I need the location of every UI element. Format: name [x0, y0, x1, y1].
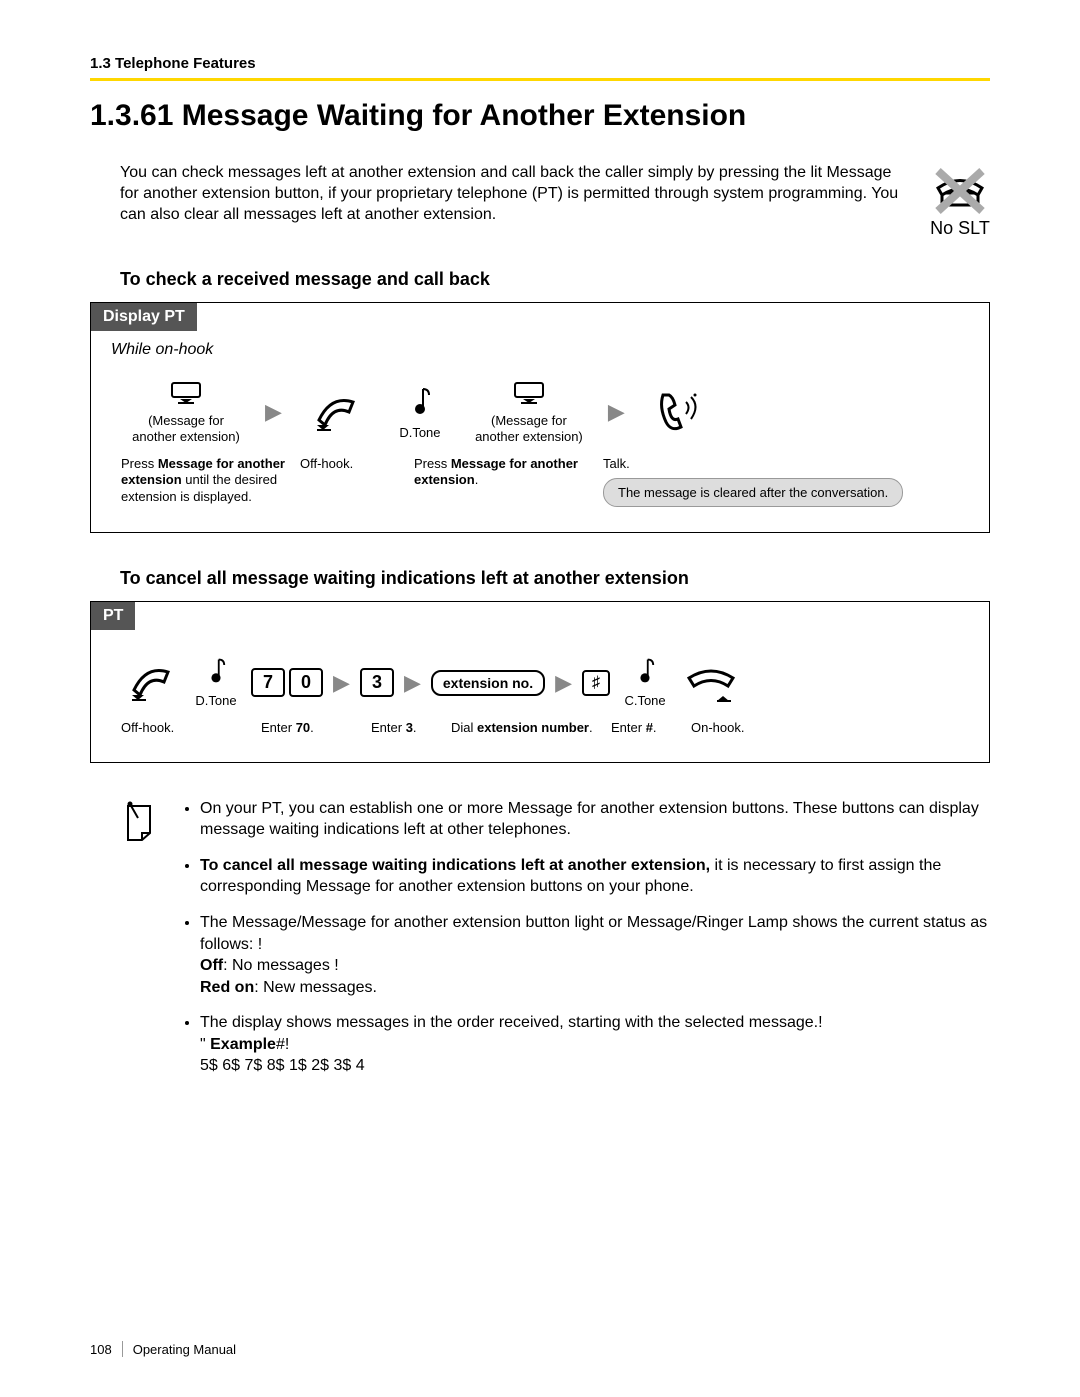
note-3: The Message/Message for another extensio… — [200, 912, 990, 998]
note-1: On your PT, you can establish one or mor… — [200, 798, 990, 841]
button-icon — [509, 379, 549, 407]
note-2: To cancel all message waiting indication… — [200, 855, 990, 898]
dtone-icon — [202, 655, 230, 687]
hook-note: While on-hook — [111, 341, 989, 359]
phone-crossed-icon — [930, 163, 990, 218]
manual-name: Operating Manual — [133, 1342, 236, 1357]
d70-bold: 70 — [296, 720, 310, 735]
d70-pre: Enter — [261, 720, 296, 735]
desc3-pre: Press — [414, 456, 451, 471]
desc2-onhook: On-hook. — [691, 720, 771, 737]
page-footer: 108 Operating Manual — [90, 1341, 236, 1357]
key-0: 0 — [289, 668, 323, 697]
subheading-check: To check a received message and call bac… — [90, 269, 990, 290]
desc-talk: Talk. — [603, 456, 903, 473]
ctone-label: C.Tone — [624, 693, 665, 709]
d3-post: . — [413, 720, 417, 735]
key-3: 3 — [360, 668, 394, 697]
arrow-icon: ▶ — [333, 670, 350, 696]
desc2-offhook: Off-hook. — [121, 720, 201, 737]
note-4: The display shows messages in the order … — [200, 1012, 990, 1077]
note-4-pre: The display shows messages in the order … — [200, 1014, 823, 1031]
desc3-post: . — [475, 472, 479, 487]
section-header: 1.3 Telephone Features — [90, 55, 990, 72]
subheading-cancel: To cancel all message waiting indication… — [90, 568, 990, 589]
dtone-label-2: D.Tone — [195, 693, 236, 709]
intro-paragraph: You can check messages left at another e… — [90, 163, 910, 225]
arrow-icon: ▶ — [404, 670, 421, 696]
note-3-red-bold: Red on — [200, 979, 254, 996]
key-7: 7 — [251, 668, 285, 697]
dhash-pre: Enter — [611, 720, 646, 735]
tab-pt: PT — [91, 602, 135, 630]
dtone-label-1: D.Tone — [399, 425, 440, 441]
note-3-off: : No messages ! — [223, 957, 339, 974]
dhash-post: . — [653, 720, 657, 735]
arrow-icon: ▶ — [608, 399, 625, 425]
no-slt-icon-block: No SLT — [930, 163, 990, 239]
d3-bold: 3 — [406, 720, 413, 735]
note-3-off-bold: Off — [200, 957, 223, 974]
accent-rule — [90, 78, 990, 81]
tab-display-pt: Display PT — [91, 303, 197, 331]
page-number: 108 — [90, 1342, 112, 1357]
arrow-icon: ▶ — [265, 399, 282, 425]
d3-pre: Enter — [371, 720, 406, 735]
offhook-icon — [126, 660, 176, 705]
dext-post: . — [589, 720, 593, 735]
desc1-pre: Press — [121, 456, 158, 471]
offhook-icon — [311, 390, 361, 435]
note-icon — [120, 798, 160, 843]
note-4-ex-post: #! — [276, 1036, 289, 1053]
onhook-icon — [683, 660, 738, 705]
note-4-ex-bold: Example — [210, 1036, 276, 1053]
desc-offhook: Off-hook. — [300, 456, 400, 473]
dtone-icon — [405, 384, 435, 419]
ext-no-key: extension no. — [431, 670, 545, 696]
dext-pre: Dial — [451, 720, 477, 735]
button-icon — [166, 379, 206, 407]
clear-bubble: The message is cleared after the convers… — [603, 478, 903, 507]
note-4-seq: 5$ 6$ 7$ 8$ 1$ 2$ 3$ 4 — [200, 1057, 365, 1074]
hash-key: ♯ — [582, 670, 610, 696]
page-title: 1.3.61 Message Waiting for Another Exten… — [90, 99, 990, 133]
notes-list: On your PT, you can establish one or mor… — [180, 798, 990, 1092]
note-2-bold: To cancel all message waiting indication… — [200, 857, 710, 874]
note-3-red: : New messages. — [254, 979, 377, 996]
dhash-bold: # — [646, 720, 653, 735]
ctone-icon — [631, 655, 659, 687]
arrow-icon: ▶ — [555, 670, 572, 696]
no-slt-label: No SLT — [930, 218, 990, 239]
procedure-box-1: Display PT While on-hook (Message for an… — [90, 302, 990, 533]
talk-icon — [651, 387, 706, 437]
procedure-box-2: PT D.Tone 7 0 — [90, 601, 990, 762]
dext-bold: extension number — [477, 720, 589, 735]
d70-post: . — [310, 720, 314, 735]
msg-ext-caption-2: (Message for another extension) — [475, 413, 583, 446]
note-3-pre: The Message/Message for another extensio… — [200, 914, 987, 953]
msg-ext-caption-1: (Message for another extension) — [132, 413, 240, 446]
